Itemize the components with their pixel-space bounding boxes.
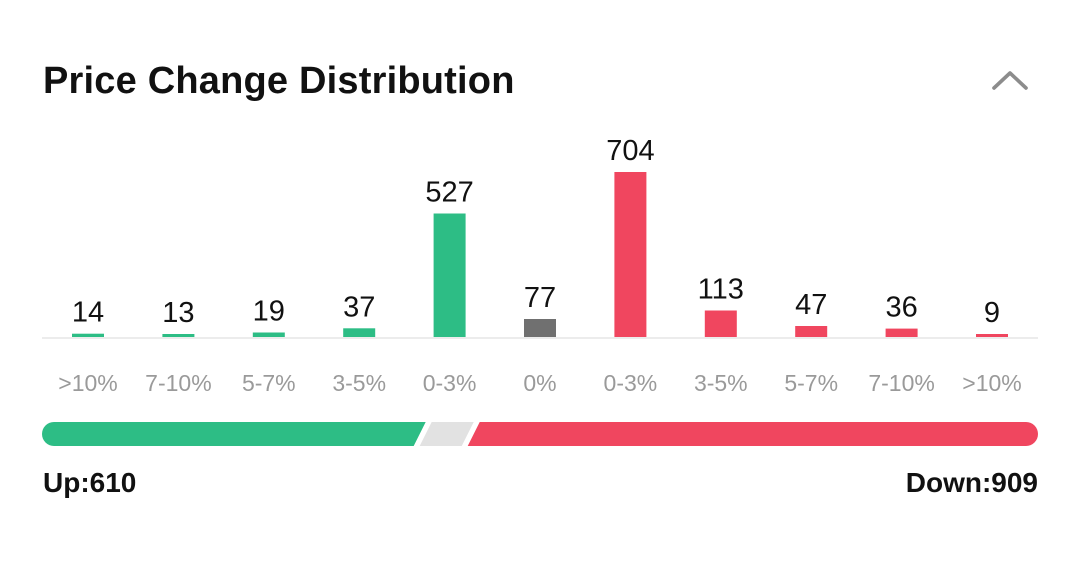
- category-label-9: 7-10%: [868, 370, 934, 396]
- category-label-2: 5-7%: [242, 370, 296, 396]
- bar-down-8: [795, 326, 828, 337]
- bar-value-label-6: 704: [606, 135, 654, 167]
- chart-title: Price Change Distribution: [43, 60, 515, 102]
- bar-up-3: [343, 328, 376, 337]
- category-label-8: 5-7%: [784, 370, 838, 396]
- category-label-1: 7-10%: [145, 370, 211, 396]
- bar-down-9: [885, 328, 918, 337]
- bar-flat-5: [524, 319, 556, 337]
- category-label-5: 0%: [523, 370, 556, 396]
- bar-value-label-3: 37: [343, 291, 375, 323]
- bar-down-10: [976, 334, 1008, 337]
- bar-value-label-1: 13: [162, 297, 194, 329]
- bar-down-6: [614, 172, 647, 337]
- bar-value-label-9: 36: [885, 292, 917, 324]
- bar-value-label-8: 47: [795, 289, 827, 321]
- bar-value-label-7: 113: [698, 274, 744, 306]
- bar-up-1: [162, 334, 195, 337]
- bar-up-2: [252, 332, 285, 337]
- bar-value-label-0: 14: [72, 297, 104, 329]
- bar-value-label-5: 77: [524, 282, 556, 314]
- ratio-segment-down: [467, 422, 1038, 446]
- bar-value-label-10: 9: [984, 297, 1000, 329]
- category-label-4: 0-3%: [423, 370, 477, 396]
- category-label-7: 3-5%: [694, 370, 748, 396]
- category-label-10: >10%: [962, 370, 1021, 396]
- up-down-ratio-bar: [42, 422, 1038, 446]
- bar-value-label-2: 19: [253, 296, 285, 328]
- bar-up-4: [433, 213, 466, 337]
- category-label-0: >10%: [58, 370, 117, 396]
- bar-down-7: [704, 310, 737, 337]
- category-label-3: 3-5%: [332, 370, 386, 396]
- up-count-label: Up:610: [43, 467, 137, 498]
- ratio-segment-up: [42, 422, 426, 446]
- collapse-button[interactable]: [982, 60, 1038, 104]
- category-label-6: 0-3%: [604, 370, 658, 396]
- distribution-bar-chart: 14 >10% 13 7-10% 19 5-7% 37 3-5% 527 0-3% 77 0% 704 0…: [42, 135, 1038, 396]
- bar-value-label-4: 527: [425, 177, 473, 209]
- chevron-up-icon: [992, 71, 1028, 90]
- down-count-label: Down:909: [905, 467, 1038, 498]
- ratio-segment-flat: [419, 422, 474, 446]
- bar-up-0: [72, 333, 104, 337]
